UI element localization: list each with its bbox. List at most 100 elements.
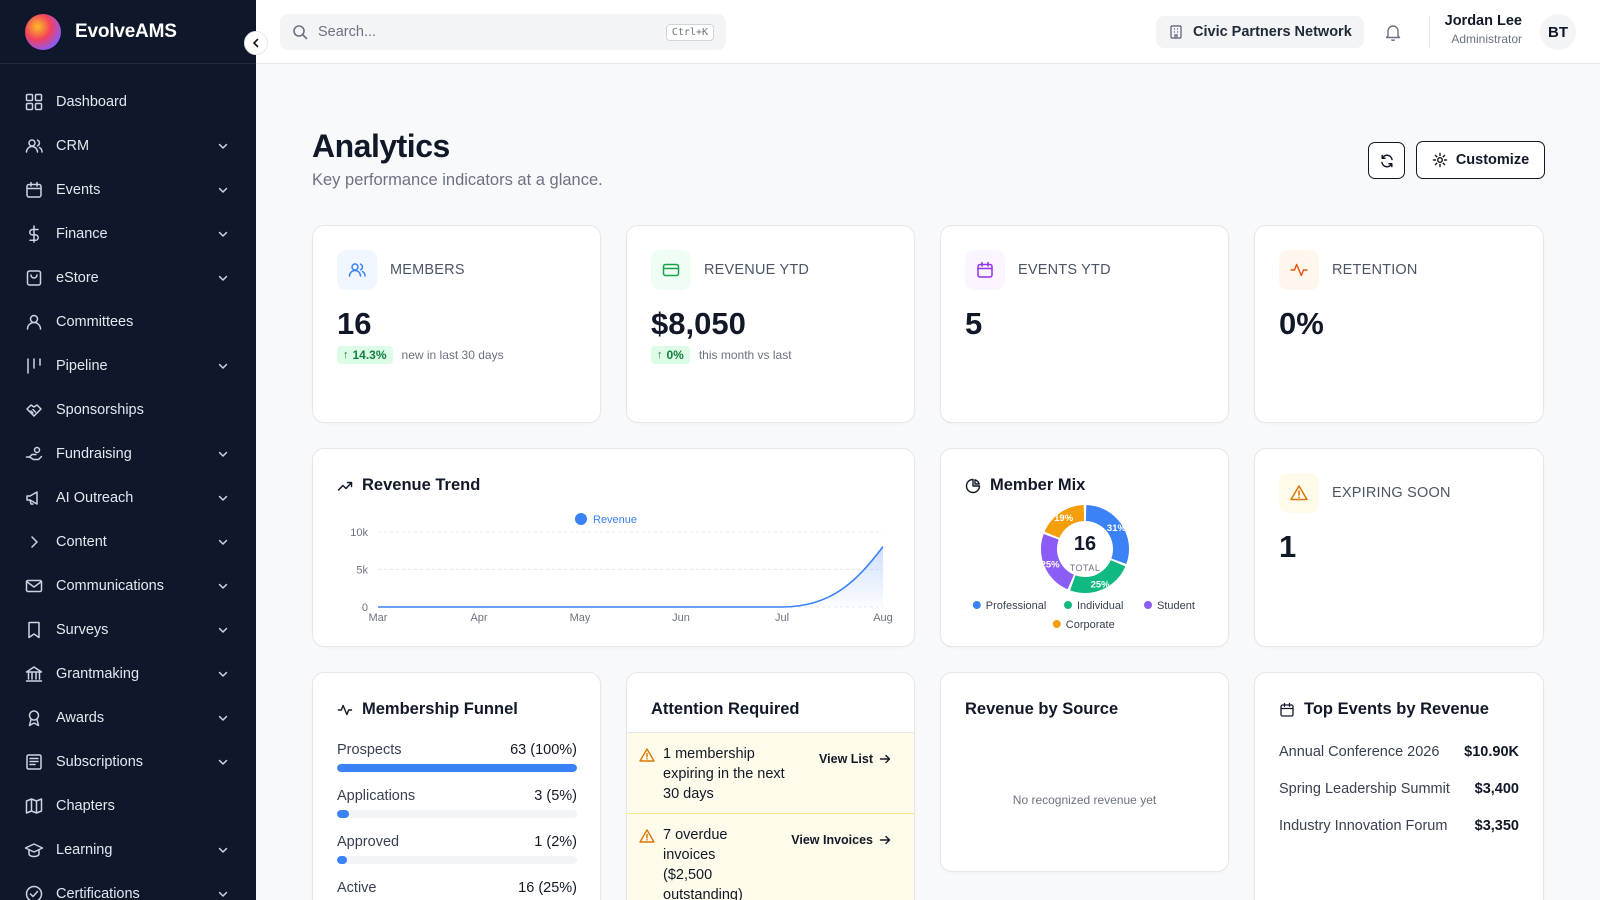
sidebar-item-label: Fundraising: [56, 446, 132, 462]
sidebar-item-label: Certifications: [56, 886, 140, 900]
x-tick-label: Aug: [873, 612, 893, 624]
pie-slice[interactable]: [1041, 534, 1074, 590]
sidebar-item-dashboard[interactable]: Dashboard: [0, 80, 256, 124]
chevron-down-icon[interactable]: [216, 139, 230, 153]
arrow-up-icon: ↑: [657, 349, 663, 361]
view-invoices-link[interactable]: View Invoices: [791, 833, 891, 847]
sidebar-item-finance[interactable]: Finance: [0, 212, 256, 256]
delta-value: 14.3%: [352, 348, 387, 362]
pie-slice[interactable]: [1070, 560, 1126, 593]
slice-label: 25%: [1041, 560, 1061, 571]
sidebar-item-committees[interactable]: Committees: [0, 300, 256, 344]
user-menu[interactable]: Jordan Lee Administrator: [1445, 13, 1522, 46]
sidebar-item-pipeline[interactable]: Pipeline: [0, 344, 256, 388]
brand[interactable]: EvolveAMS: [0, 0, 256, 64]
search-box[interactable]: Search... Ctrl+K: [280, 14, 726, 50]
org-switcher[interactable]: Civic Partners Network: [1156, 16, 1364, 48]
list-item[interactable]: Industry Innovation Forum $3,350: [1279, 807, 1519, 844]
view-list-link[interactable]: View List: [819, 752, 891, 766]
chevron-left-icon: [252, 38, 259, 48]
badge-check-icon: [24, 884, 44, 900]
bell-icon[interactable]: [1383, 22, 1403, 42]
sidebar-item-label: Pipeline: [56, 358, 108, 374]
handshake-icon: [24, 400, 44, 420]
users-icon: [24, 136, 44, 156]
gear-icon: [1432, 152, 1448, 168]
sidebar-item-certifications[interactable]: Certifications: [0, 872, 256, 900]
chevron-down-icon[interactable]: [216, 271, 230, 285]
calendar-icon: [1280, 702, 1294, 717]
customize-button[interactable]: Customize: [1416, 141, 1545, 179]
donut-hole: [1058, 522, 1112, 576]
page-title: Analytics: [312, 128, 450, 164]
sidebar-item-subscriptions[interactable]: Subscriptions: [0, 740, 256, 784]
chevron-down-icon[interactable]: [216, 579, 230, 593]
pie-slice[interactable]: [1085, 505, 1129, 564]
sidebar-item-awards[interactable]: Awards: [0, 696, 256, 740]
sidebar-item-content[interactable]: Content: [0, 520, 256, 564]
pie-slice[interactable]: [1044, 505, 1085, 538]
sidebar-item-sponsorships[interactable]: Sponsorships: [0, 388, 256, 432]
sidebar-item-estore[interactable]: eStore: [0, 256, 256, 300]
sidebar-item-chapters[interactable]: Chapters: [0, 784, 256, 828]
map-icon: [24, 796, 44, 816]
sidebar-item-events[interactable]: Events: [0, 168, 256, 212]
sidebar-item-label: Content: [56, 534, 107, 550]
search-icon: [293, 25, 308, 40]
refresh-icon: [1380, 154, 1393, 167]
sidebar-item-ai-outreach[interactable]: AI Outreach: [0, 476, 256, 520]
legend-swatch: [1144, 601, 1152, 609]
sidebar-collapse-button[interactable]: [244, 31, 268, 55]
delta-badge: ↑ 14.3%: [337, 346, 393, 364]
chevron-down-icon[interactable]: [216, 359, 230, 373]
chevron-down-icon[interactable]: [216, 711, 230, 725]
arrow-up-icon: ↑: [343, 349, 349, 361]
sidebar-item-crm[interactable]: CRM: [0, 124, 256, 168]
attention-card: Attention Required 1 membership expiring…: [626, 672, 915, 900]
search-input[interactable]: Search...: [318, 24, 377, 40]
sidebar-item-label: eStore: [56, 270, 99, 286]
list-item[interactable]: Spring Leadership Summit $3,400: [1279, 770, 1519, 807]
sidebar-item-learning[interactable]: Learning: [0, 828, 256, 872]
sidebar-item-communications[interactable]: Communications: [0, 564, 256, 608]
funnel-label: Approved: [337, 834, 400, 850]
chevron-down-icon[interactable]: [216, 491, 230, 505]
legend-label: Professional: [986, 600, 1047, 612]
activity-icon: [1279, 250, 1319, 290]
chevron-down-icon[interactable]: [216, 843, 230, 857]
delta-text: this month vs last: [698, 348, 792, 362]
alert-triangle-icon: [1279, 473, 1319, 513]
funnel-bar-track: [337, 810, 577, 818]
legend-label: Individual: [1077, 600, 1123, 612]
attention-text: 1 membership expiring in the next 30 day…: [663, 746, 785, 802]
chevron-down-icon[interactable]: [216, 887, 230, 900]
kpi-card-revenue: REVENUE YTD $8,050 ↑ 0% this month vs las…: [626, 225, 915, 423]
chevron-down-icon[interactable]: [216, 227, 230, 241]
chevron-down-icon[interactable]: [216, 183, 230, 197]
delta-value: 0%: [666, 348, 684, 362]
kpi-label: MEMBERS: [390, 262, 465, 278]
mail-icon: [24, 576, 44, 596]
sidebar-item-fundraising[interactable]: Fundraising: [0, 432, 256, 476]
avatar[interactable]: BT: [1540, 14, 1576, 50]
top-events-card: Top Events by Revenue Annual Conference …: [1254, 672, 1544, 900]
chevron-down-icon[interactable]: [216, 755, 230, 769]
chevron-down-icon[interactable]: [216, 667, 230, 681]
card-title: Membership Funnel: [337, 700, 518, 719]
funnel-bar-fill: [337, 856, 347, 864]
chevron-down-icon[interactable]: [216, 535, 230, 549]
chevron-down-icon[interactable]: [216, 447, 230, 461]
chevron-down-icon[interactable]: [216, 623, 230, 637]
list-item[interactable]: Annual Conference 2026 $10.90K: [1279, 733, 1519, 770]
sidebar-item-grantmaking[interactable]: Grantmaking: [0, 652, 256, 696]
x-tick-label: Jun: [672, 612, 690, 624]
refresh-button[interactable]: [1368, 142, 1405, 179]
award-icon: [24, 708, 44, 728]
sidebar-item-surveys[interactable]: Surveys: [0, 608, 256, 652]
sidebar-item-label: Learning: [56, 842, 113, 858]
funnel-value: 63 (100%): [510, 742, 577, 758]
header-divider: [1429, 16, 1430, 48]
y-tick-label: 5k: [356, 565, 368, 577]
calendar-icon: [24, 180, 44, 200]
kpi-card-events: EVENTS YTD 5: [940, 225, 1229, 423]
